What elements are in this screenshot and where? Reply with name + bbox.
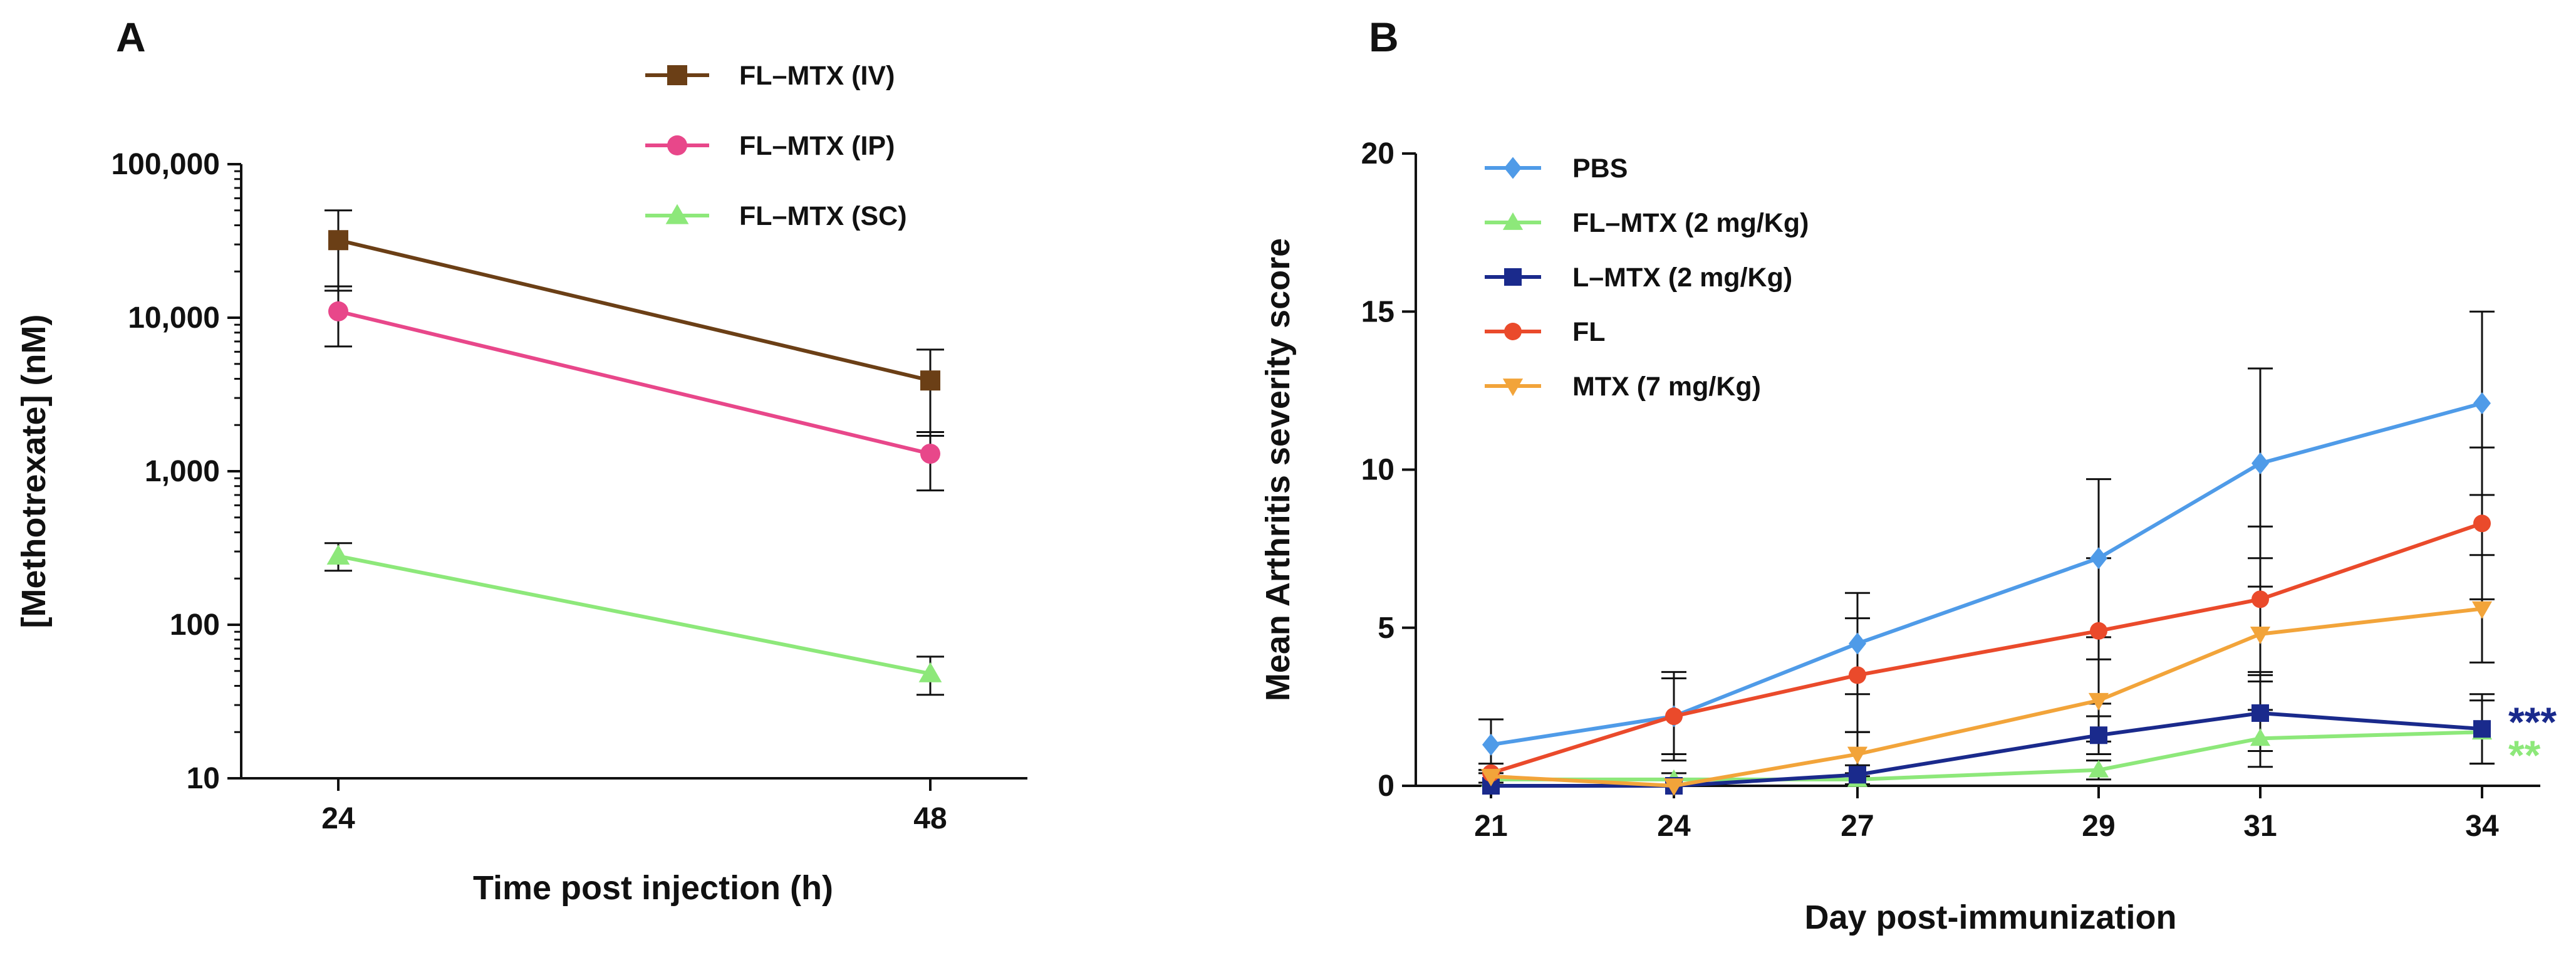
- panel-a-y-tick-label: 10,000: [128, 301, 220, 335]
- panel-a-legend-item: FL–MTX (IV): [645, 61, 895, 91]
- panel-b-x-tick-label: 31: [2243, 810, 2277, 843]
- panel-a-data-point: [328, 301, 348, 321]
- panel-a-legend-item: FL–MTX (SC): [645, 201, 907, 231]
- panel-b-data-point: [2088, 692, 2109, 711]
- panel-b-data-point: [1849, 632, 1866, 655]
- panel-b-significance-l-mtx-2-mg-kg: ***: [2508, 699, 2557, 745]
- panel-b-letter: B: [1369, 14, 1399, 60]
- panel-b-y-tick-label: 15: [1361, 295, 1394, 328]
- panel-b-series-mtx-7-mg-kg: [1480, 601, 2493, 796]
- panel-b-data-point: [2090, 622, 2107, 640]
- panel-b-y-tick-label: 0: [1378, 770, 1394, 803]
- panel-a-series-fl-mtx-sc: [325, 542, 944, 696]
- panel-b-legend-item: L–MTX (2 mg/Kg): [1485, 263, 1792, 293]
- panel-b-legend-item: FL–MTX (2 mg/Kg): [1485, 208, 1809, 238]
- panel-a-series-line: [338, 238, 931, 383]
- panel-a-series-line: [338, 309, 931, 456]
- panel-b-series-line: [1490, 401, 2483, 747]
- panel-b-y-axis-title: Mean Arthritis severity score: [1259, 238, 1297, 701]
- panel-b-y-tick-label: 5: [1378, 612, 1394, 645]
- panel-a-y-tick-label: 1,000: [145, 455, 220, 488]
- panel-b-data-point: [2473, 392, 2491, 415]
- panel-b-legend-label: MTX (7 mg/Kg): [1572, 372, 1761, 402]
- panel-b-legend-item: MTX (7 mg/Kg): [1485, 372, 1761, 402]
- panel-b-data-point: [2090, 547, 2107, 570]
- panel-b-legend-marker: [1504, 323, 1522, 340]
- panel-b-data-point: [2471, 601, 2493, 619]
- panel-b-data-point: [1849, 666, 1866, 684]
- panel-b-error-bars-fl: [1478, 446, 2495, 784]
- panel-b-legend-item: PBS: [1485, 154, 1628, 184]
- panel-b-error-bars-l-mtx-2-mg-kg: [1845, 674, 2495, 785]
- panel-b-series-line: [1491, 730, 2483, 781]
- panel-b-legend-label: FL: [1572, 317, 1606, 347]
- panel-b-significance-fl-mtx-2-mg-kg: **: [2508, 732, 2541, 778]
- panel-a-x-axis-title: Time post injection (h): [473, 869, 833, 907]
- panel-b-x-tick-label: 29: [2082, 810, 2115, 843]
- panel-a-y-tick-label: 100,000: [111, 148, 220, 181]
- panel-b: B 0 5 10 15 20 21 24 27 29 31 34 Day post-immunizati…: [1259, 14, 2557, 936]
- panel-b-x-tick-label: 34: [2465, 810, 2499, 843]
- panel-a-legend: FL–MTX (IV) FL–MTX (IP) FL–MTX (SC): [645, 61, 907, 231]
- panel-a-data-point: [918, 662, 942, 682]
- panel-a-y-tick-label: 10: [187, 762, 220, 795]
- panel-b-data-point: [2473, 720, 2491, 738]
- panel-a-data-point: [920, 370, 940, 391]
- panel-b-y-tick-label: 20: [1361, 137, 1394, 170]
- panel-a-data-point: [326, 545, 350, 565]
- panel-a-legend-marker: [667, 65, 687, 85]
- panel-a-x-tick-label: 48: [913, 802, 947, 835]
- panel-b-legend-label: PBS: [1572, 154, 1628, 184]
- panel-b-data-point: [1849, 766, 1866, 784]
- panel-a-data-point: [920, 444, 940, 464]
- panel-b-data-point: [2251, 590, 2269, 608]
- panel-b-data-point: [1482, 733, 1500, 756]
- panel-b-data-point: [2088, 759, 2109, 778]
- panel-a-legend-marker: [667, 135, 687, 155]
- panel-b-x-tick-label: 24: [1657, 810, 1691, 843]
- panel-a-data-point: [328, 230, 348, 251]
- panel-a-legend-marker: [665, 204, 689, 224]
- panel-b-x-tick-label: 21: [1474, 810, 1507, 843]
- panel-a-series-fl-mtx-iv: [325, 209, 944, 437]
- panel-b-x-axis-title: Day post-immunization: [1804, 899, 2176, 936]
- panel-a-legend-label: FL–MTX (IP): [739, 131, 895, 161]
- panel-b-series-fl: [1482, 514, 2491, 782]
- panel-a-legend-label: FL–MTX (SC): [739, 201, 907, 231]
- panel-b-legend-marker: [1504, 268, 1522, 286]
- panel-b-data-point: [2250, 728, 2271, 746]
- panel-b-data-point: [2251, 704, 2269, 722]
- panel-b-data-point: [2251, 452, 2269, 474]
- panel-b-x-tick-label: 27: [1841, 810, 1874, 843]
- panel-a-y-tick-label: 100: [170, 608, 220, 642]
- panel-b-series-line: [1490, 607, 2483, 788]
- panel-a-series-fl-mtx-ip: [325, 285, 944, 492]
- panel-b-data-point: [1480, 768, 1502, 786]
- panel-b-legend-marker: [1504, 157, 1522, 179]
- panel-b-error-bars-mtx-7-mg-kg: [1478, 554, 2495, 784]
- panel-b-legend: PBS FL–MTX (2 mg/Kg) L–MTX (2 mg/Kg) FL MTX …: [1485, 154, 1809, 402]
- panel-a-x-tick-label: 24: [321, 802, 355, 835]
- panel-b-data-point: [1663, 778, 1685, 796]
- panel-b-data-point: [2090, 726, 2107, 744]
- panel-b-legend-label: FL–MTX (2 mg/Kg): [1572, 208, 1809, 238]
- panel-b-data-point: [1665, 707, 1683, 726]
- panel-a-letter: A: [116, 14, 146, 60]
- panel-b-legend-label: L–MTX (2 mg/Kg): [1572, 263, 1792, 293]
- panel-b-y-tick-label: 10: [1361, 454, 1394, 487]
- panel-b-data-point: [2250, 626, 2271, 644]
- panel-b-data-point: [1847, 746, 1868, 765]
- panel-a-legend-item: FL–MTX (IP): [645, 131, 895, 161]
- panel-a-y-axis-title: [Methotrexate] (nM): [15, 315, 53, 629]
- panel-a-series-line: [338, 554, 931, 676]
- panel-b-series-line: [1490, 521, 2483, 775]
- panel-b-data-point: [2473, 514, 2491, 533]
- panel-b-legend-item: FL: [1485, 317, 1606, 347]
- panel-b-legend-marker: [1502, 212, 1524, 230]
- panel-a: A 10 100 1,000 10,000 100,000 24 48 Time post in…: [15, 14, 1027, 907]
- panel-b-legend-marker: [1502, 378, 1524, 397]
- panel-a-legend-label: FL–MTX (IV): [739, 61, 895, 91]
